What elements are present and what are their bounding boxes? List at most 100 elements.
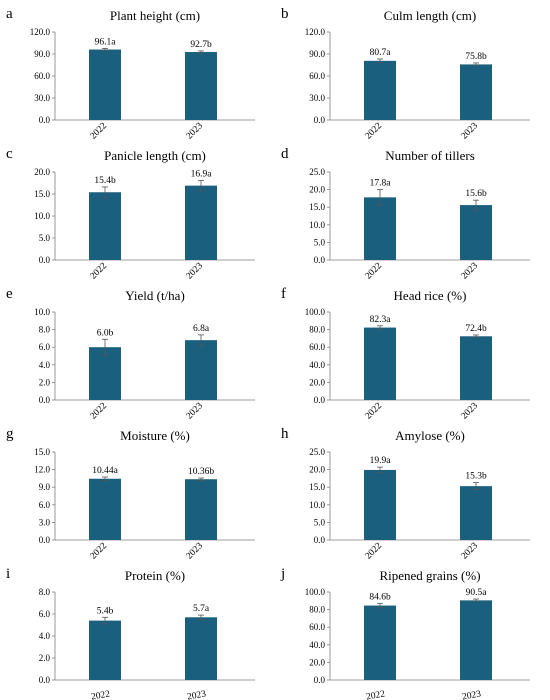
panel-i: i Protein (%) 0.0 2.0 4.0 6.0 8.0 5.4b 2022 5.7a 2… (6, 566, 255, 700)
y-tick-label-a: 120.0 (30, 27, 51, 37)
data-label-g-2022: 10.44a (92, 466, 118, 476)
y-tick-label-f: 100.0 (305, 307, 326, 317)
panel-title-a: Plant height (cm) (110, 8, 200, 23)
bar-d-2023 (460, 205, 492, 260)
data-label-e-2022: 6.0b (97, 328, 114, 338)
bar-g-2022 (89, 478, 121, 540)
y-tick-label-i: 8.0 (39, 587, 51, 597)
bar-c-2023 (185, 185, 217, 260)
y-tick-label-e: 6.0 (39, 342, 51, 352)
y-tick-label-h: 15.0 (309, 482, 325, 492)
data-label-c-2023: 16.9a (191, 169, 213, 179)
data-label-g-2023: 10.36b (188, 467, 214, 477)
y-tick-label-f: 0.0 (314, 395, 326, 405)
bar-j-2022 (364, 605, 396, 680)
y-tick-label-e: 4.0 (39, 360, 51, 370)
bar-h-2022 (364, 469, 396, 540)
y-tick-label-h: 10.0 (309, 500, 325, 510)
bar-i-2023 (185, 617, 217, 680)
y-tick-label-c: 20.0 (34, 167, 50, 177)
bar-g-2023 (185, 479, 217, 540)
y-tick-label-h: 0.0 (314, 535, 326, 545)
y-tick-label-b: 90.0 (309, 49, 325, 59)
panel-g: g Moisture (%) 0.0 3.0 6.0 9.0 12.0 15.0 10.44a 2… (6, 426, 255, 562)
panel-c: c Panicle length (cm) 0.0 5.0 10.0 15.0 20.0 15… (6, 146, 255, 282)
y-tick-label-b: 120.0 (305, 27, 326, 37)
panel-a: a Plant height (cm) 0.0 30.0 60.0 90.0 120.0 96… (6, 6, 255, 142)
panel-letter-h: h (281, 426, 289, 442)
data-label-a-2023: 92.7b (190, 40, 212, 50)
data-label-d-2023: 15.6b (465, 189, 487, 199)
bar-e-2023 (185, 340, 217, 400)
y-tick-label-e: 10.0 (34, 307, 50, 317)
x-tick-label-e-2022: 2022 (89, 401, 110, 422)
data-label-h-2023: 15.3b (465, 472, 487, 482)
y-tick-label-a: 60.0 (34, 71, 50, 81)
x-tick-label-d-2023: 2023 (460, 261, 481, 282)
y-tick-label-b: 30.0 (309, 93, 325, 103)
panel-title-h: Amylose (%) (395, 428, 465, 443)
panel-title-b: Culm length (cm) (384, 8, 476, 23)
panel-title-i: Protein (%) (125, 568, 185, 583)
y-tick-label-b: 0.0 (314, 115, 326, 125)
y-tick-label-d: 5.0 (314, 237, 326, 247)
data-label-a-2022: 96.1a (95, 37, 117, 47)
bar-c-2022 (89, 192, 121, 260)
y-tick-label-c: 15.0 (34, 189, 50, 199)
x-tick-label-j-2022: 2022 (365, 689, 386, 700)
y-tick-label-d: 20.0 (309, 185, 325, 195)
data-label-b-2022: 80.7a (370, 48, 392, 58)
bar-d-2022 (364, 197, 396, 260)
x-tick-label-c-2022: 2022 (89, 261, 110, 282)
x-tick-label-d-2022: 2022 (364, 261, 385, 282)
panel-h: h Amylose (%) 0.0 5.0 10.0 15.0 20.0 25.0 19.9a 2… (281, 426, 530, 562)
y-tick-label-f: 60.0 (309, 342, 325, 352)
y-tick-label-a: 90.0 (34, 49, 50, 59)
data-label-b-2023: 75.8b (465, 52, 487, 62)
y-tick-label-e: 8.0 (39, 325, 51, 335)
data-label-i-2023: 5.7a (193, 604, 210, 614)
panel-title-e: Yield (t/ha) (125, 288, 185, 303)
bar-b-2023 (460, 64, 492, 120)
data-label-j-2023: 90.5a (466, 588, 488, 598)
y-tick-label-i: 2.0 (39, 653, 51, 663)
y-tick-label-f: 80.0 (309, 325, 325, 335)
panel-letter-c: c (6, 146, 13, 162)
panel-title-d: Number of tillers (385, 148, 475, 163)
y-tick-label-j: 100.0 (305, 587, 326, 597)
y-tick-label-j: 80.0 (309, 605, 325, 615)
y-tick-label-g: 15.0 (34, 447, 50, 457)
panel-d: d Number of tillers 0.0 5.0 10.0 15.0 20.0 25.0… (281, 146, 530, 282)
x-tick-label-e-2023: 2023 (185, 401, 206, 422)
data-label-d-2022: 17.8a (370, 179, 392, 189)
y-tick-label-g: 3.0 (39, 517, 51, 527)
x-tick-label-h-2022: 2022 (364, 541, 385, 562)
y-tick-label-h: 25.0 (309, 447, 325, 457)
y-tick-label-g: 6.0 (39, 500, 51, 510)
y-tick-label-j: 40.0 (309, 640, 325, 650)
x-tick-label-f-2023: 2023 (460, 401, 481, 422)
x-tick-label-j-2023: 2023 (461, 689, 482, 700)
x-tick-label-i-2022: 2022 (90, 689, 111, 700)
data-label-j-2022: 84.6b (369, 592, 391, 602)
y-tick-label-i: 4.0 (39, 631, 51, 641)
bar-a-2023 (185, 52, 217, 120)
panel-title-g: Moisture (%) (120, 428, 190, 443)
x-tick-label-h-2023: 2023 (460, 541, 481, 562)
y-tick-label-j: 60.0 (309, 622, 325, 632)
panel-letter-g: g (6, 426, 14, 442)
bar-f-2022 (364, 327, 396, 400)
y-tick-label-d: 15.0 (309, 202, 325, 212)
x-tick-label-a-2022: 2022 (89, 121, 110, 142)
y-tick-label-d: 10.0 (309, 220, 325, 230)
x-tick-label-c-2023: 2023 (185, 261, 206, 282)
panel-title-c: Panicle length (cm) (104, 148, 206, 163)
bar-e-2022 (89, 347, 121, 400)
y-tick-label-e: 0.0 (39, 395, 51, 405)
x-tick-label-f-2022: 2022 (364, 401, 385, 422)
data-label-i-2022: 5.4b (97, 606, 114, 616)
x-tick-label-g-2022: 2022 (89, 541, 110, 562)
panel-letter-j: j (280, 566, 285, 582)
panel-letter-f: f (281, 286, 286, 302)
